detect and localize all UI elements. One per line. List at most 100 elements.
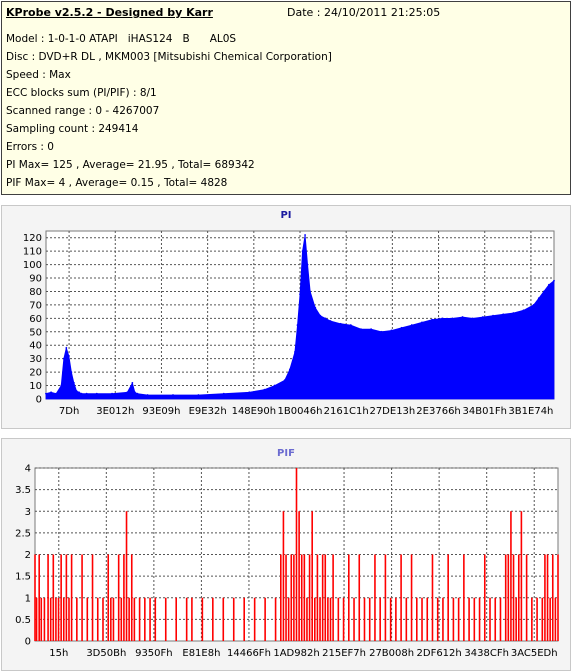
- y-tick-label: 0: [25, 637, 31, 648]
- info-lines: Model : 1-0-1-0 ATAPI iHAS124 B AL0S Dis…: [6, 30, 332, 192]
- y-tick-label: 2.5: [15, 528, 31, 539]
- pi-data-point: [78, 391, 80, 394]
- x-tick-label: E9E32h: [189, 406, 227, 417]
- pi-data-point: [85, 392, 88, 395]
- pi-chart: 0 10 20 30 40 50 60 70 80 90 100 110 120 7Dh 3E012h 93E…: [23, 230, 555, 417]
- pi-data-point: [131, 381, 134, 384]
- pi-data-point: [288, 368, 291, 371]
- pif-chart-panel: PIF 0 0.5 1 1.5 2 2.5 3 3.5 4 15h 3D50Bh 9350Fh E81E…: [1, 438, 571, 671]
- pi-chart-panel: PI 0 10 20 30 40 50 60 70 80 90 100 110 120 7Dh 3E012h…: [1, 205, 571, 429]
- y-tick-label: 3: [25, 507, 31, 518]
- pi-data-point: [299, 293, 301, 296]
- pi-chart-title: PI: [280, 210, 292, 221]
- pi-data-point: [339, 322, 342, 325]
- pi-data-point: [522, 309, 525, 312]
- pi-data-point: [410, 324, 413, 326]
- pi-data-point: [400, 326, 403, 329]
- pi-data-point: [248, 391, 251, 394]
- pi-data-point: [50, 391, 52, 394]
- pi-data-point: [172, 394, 174, 396]
- pi-data-point: [324, 317, 327, 320]
- pi-data-point: [481, 316, 484, 318]
- x-tick-label: 14466Fh: [227, 648, 271, 659]
- pi-data-point: [370, 328, 373, 331]
- pi-data-point: [441, 317, 444, 320]
- pi-data-point: [55, 392, 58, 395]
- y-tick-label: 60: [29, 314, 42, 325]
- pi-data-point: [136, 392, 139, 395]
- y-tick-label: 100: [23, 260, 42, 271]
- pi-data-point: [431, 318, 433, 321]
- info-line-disc: Disc : DVD+R DL , MKM003 [Mitsubishi Che…: [6, 51, 332, 63]
- x-tick-label: 27B008h: [369, 648, 414, 659]
- info-line-range: Scanned range : 0 - 4267007: [6, 105, 160, 117]
- y-tick-label: 20: [29, 368, 42, 379]
- app-title: KProbe v2.5.2 - Designed by Karr: [6, 6, 213, 19]
- x-tick-label: 27DE13h: [369, 406, 415, 417]
- pi-data-point: [360, 328, 362, 331]
- y-tick-label: 0.5: [15, 615, 31, 626]
- pi-data-point: [73, 381, 75, 384]
- x-tick-label: 3D50Bh: [86, 648, 126, 659]
- y-tick-label: 120: [23, 233, 42, 244]
- info-panel: KProbe v2.5.2 - Designed by Karr Date : …: [1, 1, 571, 195]
- pi-data-point: [65, 347, 68, 349]
- info-line-ecc: ECC blocks sum (PI/PIF) : 8/1: [6, 87, 157, 99]
- x-tick-label: 34B01Fh: [463, 406, 507, 417]
- info-line-speed: Speed : Max: [6, 69, 71, 81]
- pi-data-point: [512, 312, 515, 314]
- x-tick-label: 9350Fh: [135, 648, 173, 659]
- x-tick-label: 3AC5EDh: [511, 648, 558, 659]
- pi-data-point: [45, 392, 47, 395]
- pi-data-point: [421, 321, 423, 324]
- pi-data-point: [461, 316, 464, 318]
- x-tick-label: 2E3766h: [416, 406, 460, 417]
- pi-data-point: [126, 391, 129, 394]
- pi-data-point: [306, 263, 309, 266]
- y-tick-label: 4: [25, 464, 31, 475]
- x-tick-label: 2161C1h: [324, 406, 369, 417]
- pif-chart-title: PIF: [277, 448, 295, 459]
- pi-data-point: [553, 279, 555, 282]
- pi-data-point: [537, 297, 540, 300]
- info-line-pi: PI Max= 125 , Average= 21.95 , Total= 68…: [6, 159, 255, 171]
- pi-data-point: [197, 394, 200, 396]
- pif-chart: 0 0.5 1 1.5 2 2.5 3 3.5 4 15h 3D50Bh 9350Fh E81E8h 14…: [15, 464, 559, 659]
- x-tick-label: 3B1E74h: [508, 406, 553, 417]
- x-tick-label: E81E8h: [182, 648, 220, 659]
- pi-data-point: [70, 371, 73, 374]
- y-tick-label: 3.5: [15, 485, 31, 496]
- y-tick-label: 110: [23, 247, 42, 258]
- pi-data-point: [502, 313, 505, 316]
- pi-data-point: [451, 317, 454, 320]
- pi-data-point: [263, 388, 266, 391]
- y-tick-label: 80: [29, 287, 42, 298]
- y-tick-label: 1.5: [15, 572, 31, 583]
- info-line-pif: PIF Max= 4 , Average= 0.15 , Total= 4828: [6, 177, 228, 189]
- x-tick-label: 215EF7h: [322, 648, 366, 659]
- y-tick-label: 30: [29, 354, 42, 365]
- y-tick-label: 0: [36, 395, 42, 406]
- y-tick-label: 2: [25, 550, 31, 561]
- pi-data-point: [134, 391, 136, 394]
- y-tick-label: 1: [25, 593, 31, 604]
- pi-data-point: [60, 384, 63, 387]
- pi-data-point: [471, 317, 474, 320]
- pi-data-point: [301, 250, 304, 253]
- pi-data-point: [309, 290, 312, 293]
- pi-data-point: [548, 283, 550, 286]
- x-tick-label: 3438CFh: [464, 648, 509, 659]
- pi-data-point: [146, 394, 149, 396]
- pi-data-point: [95, 392, 98, 395]
- scan-date: Date : 24/10/2011 21:25:05: [287, 6, 441, 19]
- pi-data-point: [329, 320, 332, 322]
- pi-data-point: [532, 304, 535, 306]
- y-tick-label: 10: [29, 381, 42, 392]
- x-tick-label: 93E09h: [142, 406, 180, 417]
- info-line-errors: Errors : 0: [6, 141, 54, 153]
- pi-data-point: [294, 351, 296, 353]
- x-tick-label: 2DF612h: [417, 648, 462, 659]
- pi-data-point: [80, 392, 83, 395]
- x-tick-label: 1B0046h: [277, 406, 322, 417]
- pi-data-point: [273, 384, 276, 387]
